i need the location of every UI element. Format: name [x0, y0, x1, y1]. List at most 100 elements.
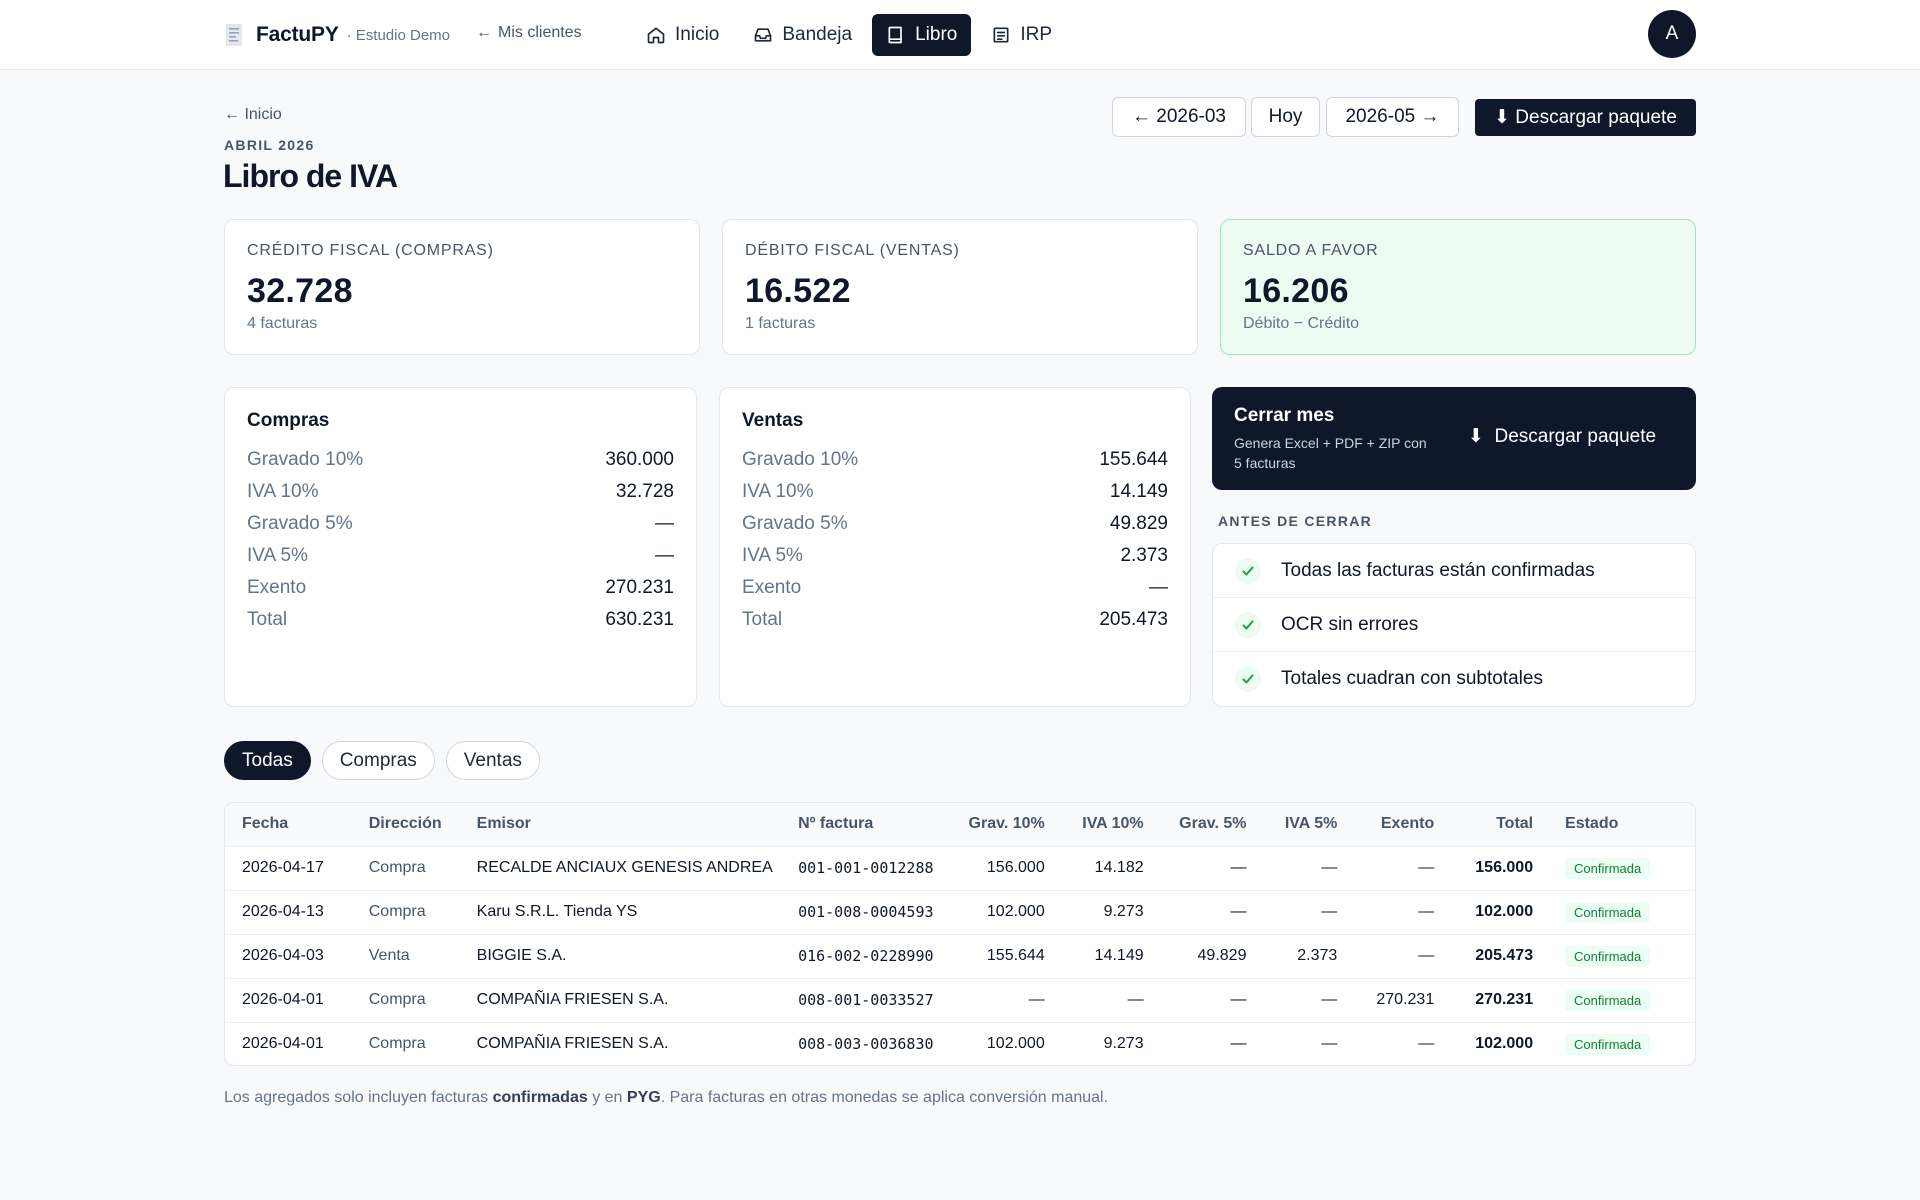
table-row[interactable]: 2026-04-17 Compra RECALDE ANCIAUX GENESI…: [225, 846, 1695, 890]
cell-date: 2026-04-13: [241, 903, 324, 920]
table-row[interactable]: 2026-04-13 Compra Karu S.R.L. Tienda YS …: [225, 890, 1695, 934]
breakdown-row: IVA 5% 2.373: [742, 540, 1168, 572]
table-row[interactable]: 2026-04-03 Venta BIGGIE S.A. 016-002-022…: [225, 934, 1695, 978]
card-subtext: Débito − Crédito: [1243, 315, 1360, 332]
breakdown-row: Gravado 10% 155.644: [742, 444, 1168, 476]
card-title: Compras: [247, 410, 330, 431]
row-label: IVA 10%: [742, 481, 814, 502]
nav-item-inicio[interactable]: Inicio: [632, 14, 733, 56]
purchases-breakdown-card: Compras Gravado 10% 360.000 IVA 10% 32.728…: [224, 387, 697, 707]
breakdown-row: Exento 270.231: [247, 572, 674, 604]
footnote-text: . Para facturas en otras monedas se apli…: [660, 1089, 1109, 1106]
footnote-text: y en: [587, 1089, 627, 1106]
breakdown-row: IVA 10% 32.728: [247, 476, 674, 508]
cell-grav10: 155.644: [986, 947, 1045, 964]
credit-summary-card: CRÉDITO FISCAL (COMPRAS) 32.728 4 factur…: [224, 219, 700, 355]
column-header[interactable]: Dirección: [368, 815, 442, 833]
brand[interactable]: FactuPY · Estudio Demo: [224, 20, 450, 50]
column-header[interactable]: Emisor: [476, 815, 531, 833]
cell-total: 102.000: [1475, 903, 1534, 920]
back-to-clients-label: Mis clientes: [498, 24, 582, 41]
today-button[interactable]: Hoy: [1251, 97, 1320, 137]
row-label: Exento: [247, 577, 307, 598]
row-value: 630.231: [605, 609, 674, 630]
checklist-item: Todas las facturas están confirmadas: [1213, 544, 1695, 598]
breakdown-row: Gravado 10% 360.000: [247, 444, 674, 476]
checklist-item: Totales cuadran con subtotales: [1213, 652, 1695, 706]
user-avatar[interactable]: A: [1648, 10, 1696, 58]
status-badge: Confirmada: [1565, 945, 1651, 967]
row-value: 32.728: [615, 481, 674, 502]
table-row[interactable]: 2026-04-01 Compra COMPAÑIA FRIESEN S.A. …: [225, 1022, 1695, 1065]
top-navbar: FactuPY · Estudio Demo ← Mis clientes In…: [0, 0, 1920, 70]
row-value: 205.473: [1099, 609, 1168, 630]
cell-invoice-number: 001-001-0012288: [798, 859, 934, 877]
back-to-clients-link[interactable]: ← Mis clientes: [476, 24, 582, 42]
row-label: IVA 5%: [247, 545, 308, 566]
table-header-row: Fecha Dirección Emisor Nº factura Grav. …: [225, 803, 1695, 846]
table-row[interactable]: 2026-04-01 Compra COMPAÑIA FRIESEN S.A. …: [225, 978, 1695, 1022]
download-icon: ⬇: [1494, 107, 1516, 128]
filter-all[interactable]: Todas: [224, 741, 311, 780]
inbox-icon: [755, 28, 772, 42]
cell-grav5: —: [1230, 1035, 1247, 1053]
pre-close-checklist: Todas las facturas están confirmadas OCR…: [1212, 543, 1696, 707]
status-badge: Confirmada: [1565, 1033, 1651, 1055]
invoices-table: Fecha Dirección Emisor Nº factura Grav. …: [224, 802, 1696, 1066]
footnote-text: Los agregados solo incluyen facturas: [224, 1089, 493, 1106]
nav-item-label: Bandeja: [782, 24, 853, 45]
checklist-heading: ANTES DE CERRAR: [1218, 513, 1373, 529]
column-header[interactable]: Nº factura: [798, 815, 874, 833]
row-value: —: [655, 545, 674, 566]
cell-grav10: 102.000: [986, 903, 1045, 920]
filter-sales[interactable]: Ventas: [445, 741, 540, 780]
card-label: SALDO A FAVOR: [1243, 242, 1379, 259]
cell-issuer: RECALDE ANCIAUX GENESIS ANDREA: [476, 859, 773, 876]
filter-purchases[interactable]: Compras: [321, 741, 435, 780]
column-header[interactable]: Fecha: [241, 815, 289, 833]
cell-grav10: 102.000: [986, 1035, 1045, 1053]
status-badge: Confirmada: [1565, 857, 1651, 879]
arrow-left-icon: ←: [476, 24, 492, 41]
column-header[interactable]: Grav. 10%: [968, 815, 1045, 833]
aggregation-footnote: Los agregados solo incluyen facturas con…: [224, 1089, 1108, 1107]
arrow-left-icon: ←: [224, 106, 240, 123]
breakdown-row: Total 205.473: [742, 604, 1168, 636]
column-header[interactable]: Exento: [1380, 815, 1435, 833]
next-month-button[interactable]: 2026-05 →: [1326, 97, 1459, 137]
prev-month-label: 2026-03: [1156, 106, 1226, 127]
close-month-download-button[interactable]: ⬇ Descargar paquete: [1468, 425, 1668, 448]
cell-issuer: COMPAÑIA FRIESEN S.A.: [476, 1035, 669, 1053]
row-label: Exento: [742, 577, 802, 598]
arrow-left-icon: ←: [1131, 106, 1157, 127]
nav-item-bandeja[interactable]: Bandeja: [739, 14, 866, 56]
breakdown-row: IVA 5% —: [247, 540, 674, 572]
nav-item-irp[interactable]: IRP: [977, 14, 1066, 56]
column-header[interactable]: Total: [1496, 815, 1534, 833]
column-header[interactable]: IVA 10%: [1082, 815, 1144, 833]
cell-total: 205.473: [1475, 947, 1534, 964]
download-package-label: Descargar paquete: [1515, 106, 1677, 128]
column-header[interactable]: Grav. 5%: [1179, 815, 1247, 833]
cell-direction: Compra: [368, 1035, 426, 1053]
cell-exempt: —: [1418, 859, 1435, 876]
breakdown-row: IVA 10% 14.149: [742, 476, 1168, 508]
nav-item-libro[interactable]: Libro: [872, 14, 972, 56]
check-icon: [1235, 557, 1261, 584]
column-header[interactable]: IVA 5%: [1284, 815, 1338, 833]
column-header[interactable]: Estado: [1565, 815, 1619, 833]
download-package-button[interactable]: ⬇ Descargar paquete: [1475, 99, 1696, 136]
document-icon: [993, 27, 1009, 43]
card-subtext: 1 facturas: [745, 315, 816, 332]
cell-invoice-number: 008-001-0033527: [798, 991, 934, 1009]
row-label: Gravado 5%: [742, 513, 848, 534]
direction-filter: Todas Compras Ventas: [224, 741, 540, 780]
row-label: IVA 10%: [247, 481, 319, 502]
status-badge: Confirmada: [1565, 989, 1651, 1011]
cell-direction: Venta: [368, 947, 410, 964]
breadcrumb-back[interactable]: ← Inicio: [224, 106, 282, 124]
row-value: 155.644: [1099, 449, 1168, 470]
cell-date: 2026-04-03: [241, 947, 324, 964]
cell-grav5: —: [1230, 859, 1247, 876]
prev-month-button[interactable]: ← 2026-03: [1112, 97, 1246, 137]
